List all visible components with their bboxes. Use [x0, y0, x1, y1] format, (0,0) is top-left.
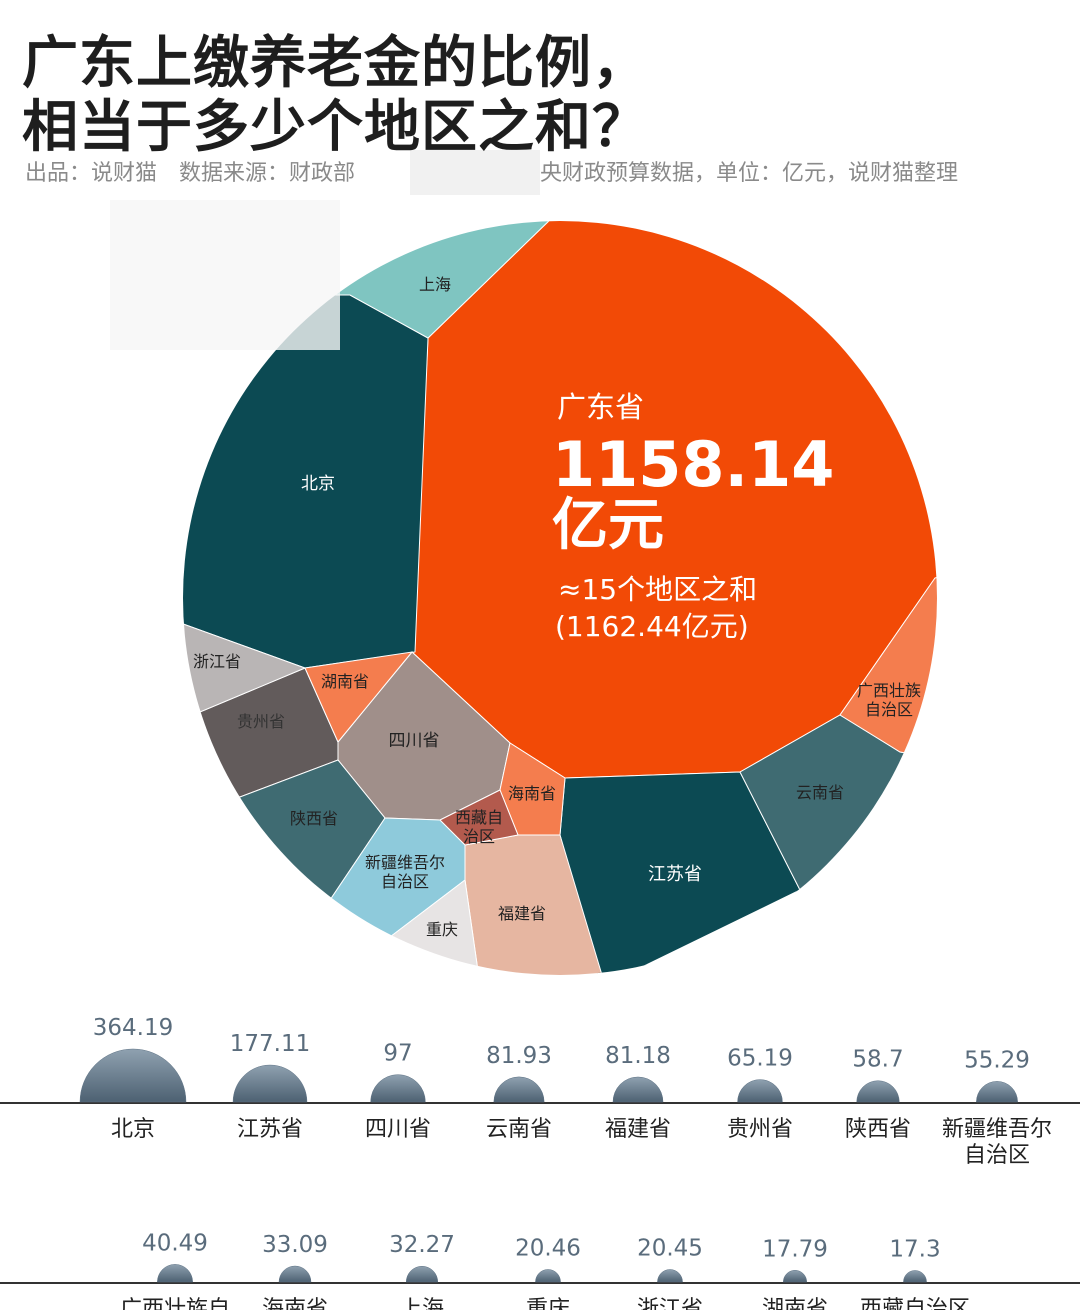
category-label: 福建省 [604, 1117, 671, 1142]
voronoi-cell [304, 651, 414, 743]
bubble [232, 1064, 308, 1103]
category-label: 江苏省 [236, 1117, 303, 1142]
cell-label: 西藏自治区 [454, 808, 503, 847]
value-label: 55.29 [964, 1047, 1030, 1073]
bubble [493, 1076, 545, 1103]
cell-label: 北京 [301, 474, 335, 494]
cell-label: 新疆维吾尔自治区 [364, 853, 445, 892]
voronoi-cell [499, 742, 566, 836]
category-label: 贵州省 [726, 1117, 793, 1142]
bubble [79, 1048, 187, 1103]
category-label: 新疆维吾尔自治区 [941, 1117, 1052, 1169]
cell-label: 福建省 [497, 903, 546, 923]
value-label: 20.46 [515, 1235, 581, 1261]
value-label: 58.7 [852, 1047, 903, 1073]
cell-label: 贵州省 [236, 711, 285, 731]
bubble [903, 1270, 927, 1283]
bubble [157, 1264, 193, 1283]
value-label: 33.09 [262, 1232, 328, 1258]
highlight-note: ≈15个地区之和 [558, 573, 758, 606]
cell-label: 云南省 [795, 782, 844, 802]
cell-label: 江苏省 [648, 864, 702, 885]
cell-label: 浙江省 [192, 651, 241, 671]
cell-label: 海南省 [507, 783, 556, 803]
value-label: 65.19 [727, 1046, 793, 1072]
highlight-unit: 亿元 [552, 493, 664, 558]
blur-patch [110, 200, 340, 350]
highlight-total: (1162.44亿元) [555, 610, 749, 643]
bubble [657, 1269, 683, 1283]
subtitle: 出品：说财猫 数据来源：财政部 [25, 161, 356, 186]
bubble [535, 1269, 561, 1283]
cell-label: 重庆 [425, 919, 458, 939]
value-label: 81.18 [605, 1043, 671, 1069]
cell-label: 四川省 [388, 731, 440, 751]
category-label: 湖南省 [761, 1297, 828, 1310]
bubble [783, 1270, 807, 1283]
voronoi-cell [439, 789, 519, 846]
bubble [612, 1076, 664, 1103]
category-label: 陕西省 [844, 1117, 911, 1142]
cell-label: 上海 [418, 274, 451, 294]
highlight-value: 1158.14 [552, 428, 835, 501]
value-label: 177.11 [230, 1031, 310, 1057]
category-label: 浙江省 [636, 1297, 703, 1310]
bubble [737, 1079, 783, 1103]
value-label: 20.45 [637, 1235, 703, 1261]
category-label: 北京 [110, 1117, 155, 1142]
bubble [856, 1080, 900, 1103]
cell-label: 广西壮族自治区 [856, 681, 921, 720]
title: 相当于多少个地区之和？ [22, 95, 649, 160]
bubble [278, 1265, 312, 1283]
category-label: 云南省 [485, 1117, 552, 1142]
voronoi [183, 221, 937, 975]
bubble [370, 1074, 426, 1103]
value-label: 17.79 [762, 1236, 828, 1262]
value-label: 97 [383, 1041, 412, 1067]
blur-patch [410, 150, 540, 195]
value-label: 32.27 [389, 1232, 455, 1258]
value-label: 40.49 [142, 1230, 208, 1256]
category-label: 广西壮族自治区 [119, 1297, 230, 1310]
category-label: 四川省 [364, 1117, 431, 1142]
category-label: 海南省 [261, 1297, 328, 1310]
title: 广东上缴养老金的比例， [22, 31, 649, 96]
cell-label: 湖南省 [320, 671, 369, 691]
bubble [976, 1081, 1018, 1103]
value-label: 364.19 [93, 1015, 173, 1041]
value-label: 81.93 [486, 1043, 552, 1069]
subtitle: 央财政预算数据，单位：亿元，说财猫整理 [540, 161, 959, 186]
highlight-name: 广东省 [557, 390, 645, 424]
cell-label: 陕西省 [289, 808, 338, 828]
category-label: 上海 [399, 1297, 444, 1310]
category-label: 重庆 [525, 1297, 570, 1310]
value-label: 17.3 [889, 1236, 940, 1262]
bubble [405, 1266, 439, 1283]
category-label: 西藏自治区 [859, 1297, 970, 1310]
